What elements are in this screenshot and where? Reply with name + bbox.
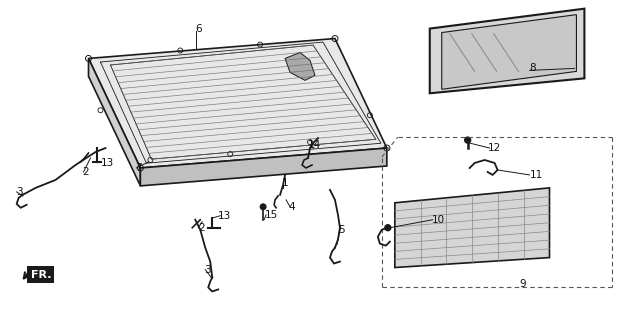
Text: 3: 3 xyxy=(16,187,22,197)
Text: 13: 13 xyxy=(100,158,114,168)
Polygon shape xyxy=(88,59,140,186)
Text: 12: 12 xyxy=(488,143,501,153)
Text: 4: 4 xyxy=(288,202,295,212)
Circle shape xyxy=(260,203,267,210)
Text: 2: 2 xyxy=(83,167,89,177)
Text: 15: 15 xyxy=(265,210,278,220)
Text: 10: 10 xyxy=(432,215,445,225)
Circle shape xyxy=(465,137,471,143)
Text: 11: 11 xyxy=(530,170,543,180)
Text: 5: 5 xyxy=(338,225,345,235)
Polygon shape xyxy=(285,52,315,80)
Text: FR.: FR. xyxy=(30,269,51,279)
Text: 2: 2 xyxy=(198,223,205,233)
Polygon shape xyxy=(430,9,584,93)
Polygon shape xyxy=(395,188,549,268)
Text: 1: 1 xyxy=(282,178,289,188)
Text: 8: 8 xyxy=(530,63,536,73)
Polygon shape xyxy=(88,38,387,168)
Text: 14: 14 xyxy=(308,140,321,150)
Text: 7: 7 xyxy=(135,163,142,173)
Text: 6: 6 xyxy=(196,24,202,34)
Polygon shape xyxy=(140,148,387,186)
Text: 13: 13 xyxy=(218,211,232,221)
Text: 9: 9 xyxy=(519,279,526,290)
Text: 3: 3 xyxy=(204,265,211,275)
Circle shape xyxy=(385,225,391,231)
Polygon shape xyxy=(442,15,577,89)
